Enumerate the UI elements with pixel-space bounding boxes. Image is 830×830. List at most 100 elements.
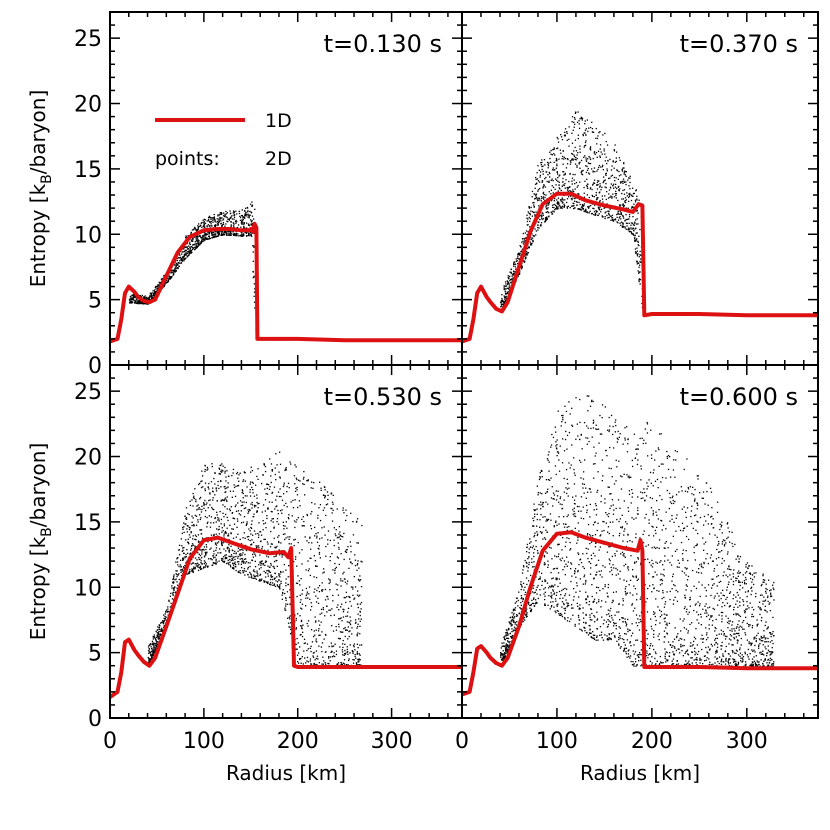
point-2d [542,212,544,214]
point-2d [163,286,165,288]
point-2d [224,498,226,500]
point-2d [342,509,344,511]
point-2d [284,533,286,535]
point-2d [229,210,231,212]
point-2d [275,580,277,582]
point-2d [216,223,219,225]
point-2d [600,189,602,191]
point-2d [273,486,276,488]
point-2d [349,596,351,599]
point-2d [508,286,510,288]
point-2d [635,223,638,225]
point-2d [216,500,218,502]
point-2d [545,218,547,220]
point-2d [228,508,231,510]
point-2d [598,213,600,215]
point-2d [296,654,299,656]
point-2d [526,234,528,236]
point-2d [249,210,251,213]
point-2d [300,657,302,660]
point-2d [522,240,524,242]
point-2d [530,206,532,209]
point-2d [279,554,281,556]
point-2d [331,650,333,652]
point-2d [349,623,352,626]
point-2d [178,262,181,264]
point-2d [593,208,595,210]
point-2d [204,468,206,471]
point-2d [629,177,631,179]
point-2d [593,167,596,169]
point-2d [183,260,185,262]
point-2d [620,174,622,176]
point-2d [359,575,361,577]
point-2d [217,529,220,531]
point-2d [214,220,216,223]
point-2d [230,545,232,547]
point-2d [561,207,563,209]
point-2d [237,533,239,535]
point-2d [141,294,143,297]
point-2d [296,565,298,567]
point-2d [134,302,136,304]
point-2d [314,659,316,661]
point-2d [258,534,260,536]
point-2d [620,221,623,223]
point-2d [160,628,162,631]
point-2d [256,501,258,504]
point-2d [588,196,590,199]
point-2d [357,563,359,565]
point-2d [560,206,562,208]
point-2d [271,469,274,471]
point-2d [630,207,633,209]
point-2d [634,234,636,236]
point-2d [294,526,296,529]
point-2d [209,526,212,528]
point-2d [604,217,606,220]
point-2d [315,533,317,535]
point-2d [211,234,213,236]
point-2d [603,181,605,183]
point-2d [628,185,630,187]
point-2d [183,248,185,250]
point-2d [149,295,151,297]
point-2d [301,603,304,605]
point-2d [595,574,597,576]
point-2d [211,219,214,221]
point-2d [153,289,156,291]
point-2d [318,553,321,555]
point-2d [634,228,636,230]
point-2d [243,471,245,473]
point-2d [194,566,196,569]
point-2d [547,207,549,209]
point-2d [533,201,535,204]
point-2d [199,518,201,521]
point-2d [148,662,150,664]
point-2d [320,621,322,623]
point-2d [635,219,637,221]
point-2d [220,558,223,560]
point-2d [501,300,503,302]
point-2d [569,549,571,551]
point-2d [519,245,521,247]
point-2d [315,638,317,640]
point-2d [560,152,562,154]
point-2d [592,195,594,197]
point-2d [612,193,614,195]
point-2d [195,240,198,242]
point-2d [623,171,625,174]
point-2d [133,294,135,296]
point-2d [148,299,150,301]
point-2d [161,627,163,630]
point-2d [566,198,569,200]
point-2d [580,159,583,162]
point-2d [620,204,622,206]
point-2d [149,298,151,301]
point-2d [223,516,225,518]
point-2d [335,629,338,631]
point-2d [200,224,202,226]
point-2d [197,566,199,568]
point-2d [249,489,251,491]
point-2d [618,190,620,192]
point-2d [325,504,327,506]
